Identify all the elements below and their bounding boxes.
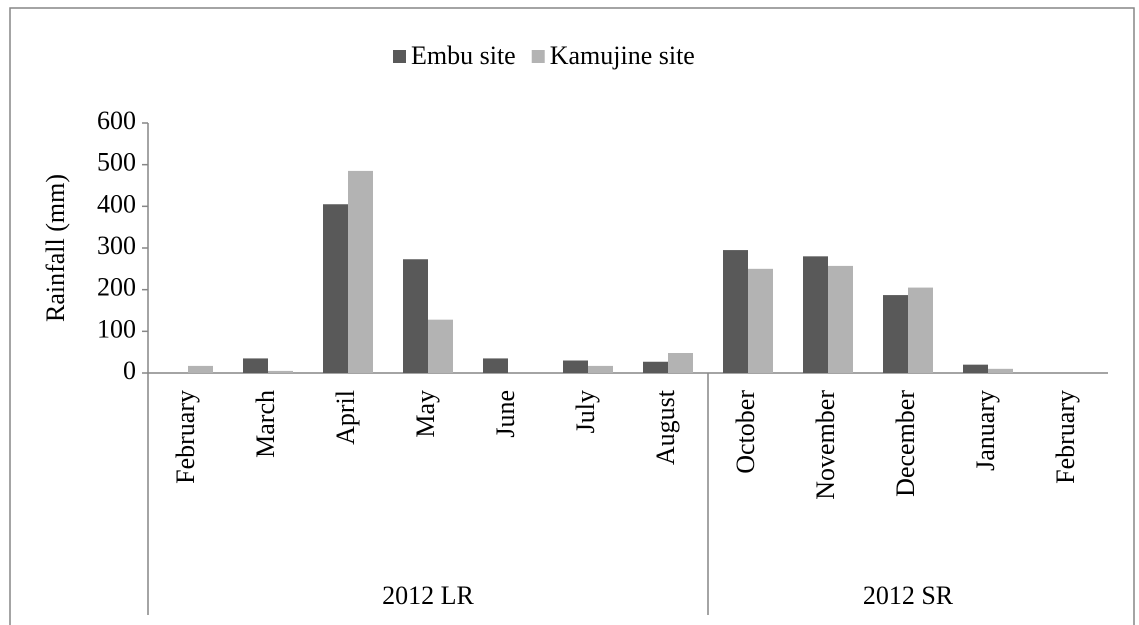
bar	[803, 256, 828, 373]
bar	[563, 360, 588, 373]
bar	[323, 204, 348, 373]
bar	[588, 365, 613, 373]
bar	[188, 365, 213, 373]
y-tick-label: 0	[123, 356, 136, 385]
group-label: 2012 SR	[863, 581, 954, 610]
y-tick-label: 300	[97, 231, 136, 260]
x-tick-label: March	[251, 390, 280, 458]
bar	[428, 319, 453, 373]
y-tick-label: 500	[97, 148, 136, 177]
legend-swatch	[393, 50, 406, 63]
legend-label: Embu site	[411, 41, 516, 70]
y-tick-label: 600	[97, 106, 136, 135]
bar	[908, 287, 933, 373]
group-label: 2012 LR	[382, 581, 474, 610]
x-tick-label: November	[811, 390, 840, 500]
bar	[668, 353, 693, 373]
bar	[988, 368, 1013, 373]
x-tick-label: December	[891, 390, 920, 497]
chart-frame	[9, 7, 1135, 625]
x-tick-label: January	[971, 390, 1000, 471]
bar	[403, 259, 428, 373]
x-tick-label: June	[491, 390, 520, 438]
bar	[963, 364, 988, 373]
y-tick-label: 400	[97, 189, 136, 218]
bar	[828, 265, 853, 373]
y-tick-label: 200	[97, 273, 136, 302]
bar	[748, 268, 773, 373]
x-tick-label: August	[651, 389, 680, 465]
x-tick-label: April	[331, 390, 360, 445]
legend-swatch	[531, 50, 545, 63]
x-tick-label: February	[171, 390, 200, 484]
bar	[243, 358, 268, 373]
bar	[348, 170, 373, 373]
bar	[723, 250, 748, 373]
x-tick-label: July	[571, 390, 600, 433]
legend-label: Kamujine site	[550, 41, 695, 70]
bar	[268, 370, 293, 373]
x-tick-label: February	[1051, 390, 1080, 484]
x-tick-label: May	[411, 390, 440, 438]
x-tick-label: October	[731, 390, 760, 474]
y-tick-label: 100	[97, 314, 136, 343]
y-axis-label: Rainfall (mm)	[41, 174, 70, 322]
bar	[643, 361, 668, 373]
bar	[483, 358, 508, 373]
bar	[883, 295, 908, 373]
